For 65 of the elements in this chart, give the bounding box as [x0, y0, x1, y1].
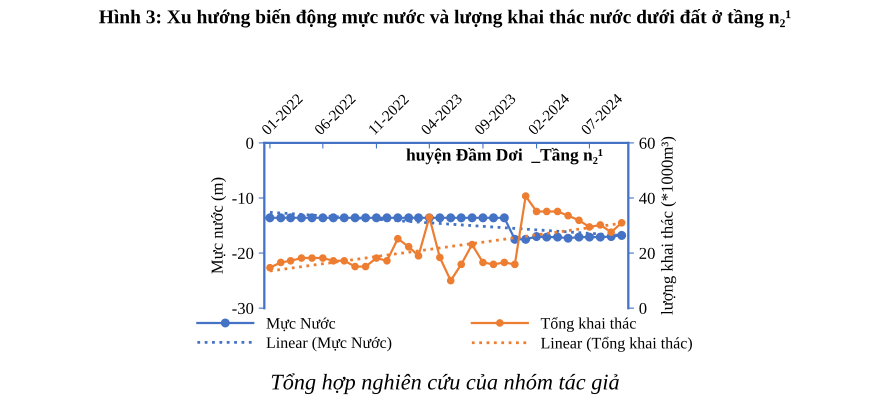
- point: [478, 213, 488, 222]
- text: Tổng hợp nghiên cứu của nhóm tác giả: [272, 373, 619, 394]
- point: [276, 258, 285, 266]
- point: [542, 208, 551, 216]
- point: [351, 262, 359, 270]
- point: [500, 213, 509, 222]
- chart-title: Hình 3: Xu hướng biến động mực nước và lượng khai thác nước dưới đất ở tầng n₂¹: [99, 9, 790, 28]
- point: [319, 254, 327, 262]
- point: [564, 234, 573, 243]
- y-tick-label: -30: [232, 302, 254, 314]
- y2-tick-label: 40: [639, 192, 655, 204]
- legend-label: Linear (Tổng khai thác): [541, 336, 692, 352]
- legend-label: Tổng khai thác: [540, 316, 636, 332]
- point: [522, 192, 530, 200]
- y2-tick-label: 0: [639, 302, 646, 314]
- point: [479, 258, 487, 266]
- point: [265, 213, 274, 222]
- point: [435, 213, 444, 222]
- point: [404, 213, 414, 222]
- point: [607, 228, 615, 236]
- point: [361, 213, 370, 222]
- y-tick-label: 0: [246, 138, 254, 149]
- y2-axis-title: lượng khai thác (*1000m³): [660, 136, 676, 315]
- y2-tick-label: 20: [639, 248, 655, 260]
- point: [456, 213, 466, 222]
- point: [511, 260, 519, 268]
- point: [617, 230, 626, 240]
- point: [307, 213, 316, 222]
- y2-tick-label: 60: [639, 138, 655, 149]
- point: [500, 258, 508, 266]
- point: [575, 216, 583, 224]
- point: [276, 213, 286, 222]
- point: [490, 260, 498, 268]
- point: [564, 212, 572, 220]
- point: [286, 213, 296, 222]
- point: [394, 234, 402, 243]
- y-axis-title: Mực nước (m): [211, 178, 226, 274]
- point: [542, 232, 552, 242]
- point: [468, 213, 477, 222]
- y-tick-label: -20: [232, 248, 254, 260]
- point: [286, 256, 294, 265]
- point: [618, 218, 626, 227]
- point: [574, 232, 584, 242]
- point: [553, 232, 562, 242]
- y-tick-label: -10: [232, 192, 254, 204]
- point: [532, 208, 540, 216]
- point: [414, 252, 422, 260]
- point: [457, 260, 466, 268]
- point: [584, 232, 594, 242]
- point: [414, 213, 423, 222]
- point: [446, 276, 455, 284]
- point: [554, 208, 562, 216]
- point: [362, 262, 370, 270]
- point: [488, 213, 498, 222]
- chart-subtitle: huyện Đầm Dơi _Tầng n₂¹: [406, 148, 602, 164]
- point: [436, 254, 444, 262]
- point: [383, 256, 391, 265]
- point: [298, 254, 306, 262]
- point: [296, 213, 306, 222]
- point: [404, 242, 412, 251]
- legend-label: Mực Nước: [266, 317, 336, 332]
- legend-label: Linear (Mực Nước): [266, 336, 392, 352]
- point: [266, 264, 274, 272]
- point: [446, 213, 456, 222]
- point: [308, 254, 316, 262]
